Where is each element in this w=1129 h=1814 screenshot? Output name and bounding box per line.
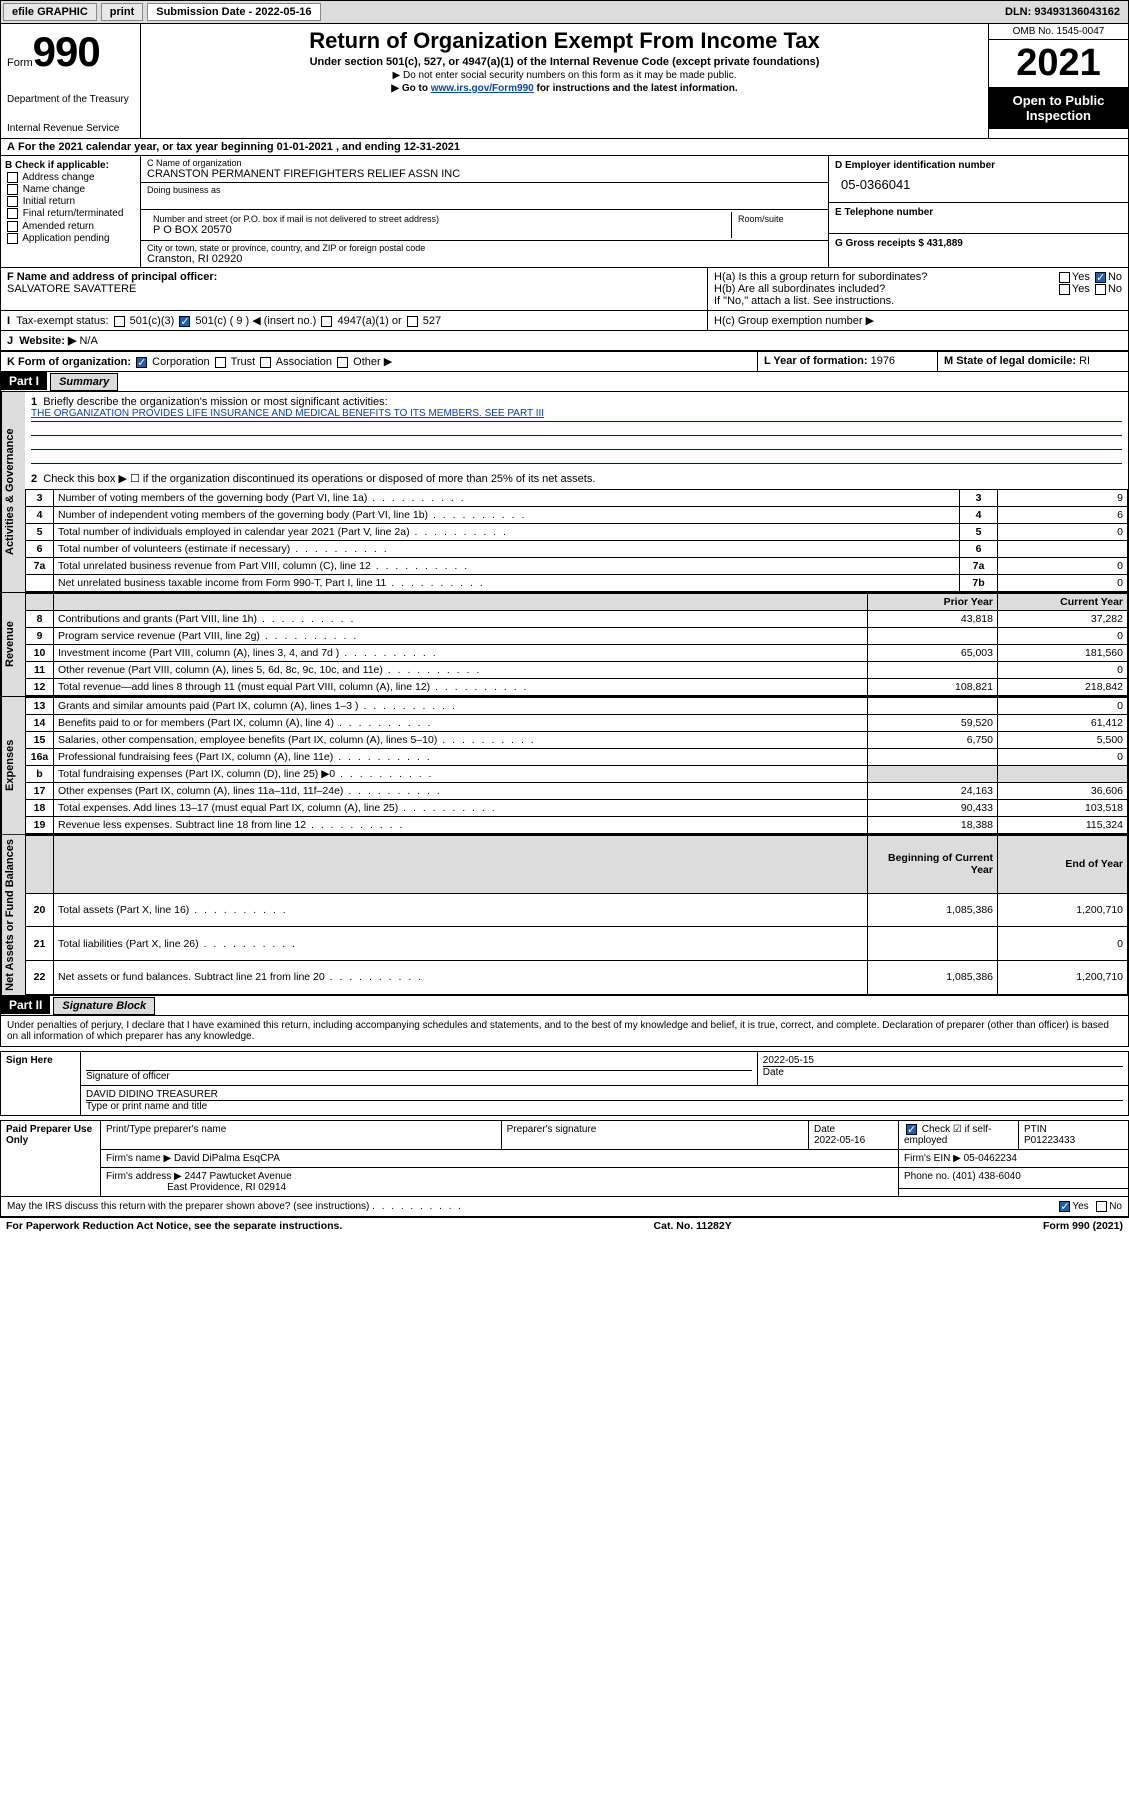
- form-number: Form990: [7, 28, 134, 76]
- website-row: J Website: ▶ N/A: [0, 331, 1129, 352]
- city-state-zip: Cranston, RI 02920: [147, 253, 822, 265]
- hb-subordinates: H(b) Are all subordinates included? Yes …: [714, 283, 1122, 295]
- c-name-label: C Name of organization: [147, 158, 822, 168]
- form-header: Form990 Department of the Treasury Inter…: [0, 24, 1129, 139]
- sign-here-table: Sign Here Signature of officer 2022-05-1…: [0, 1051, 1129, 1116]
- vtab-governance: Activities & Governance: [1, 392, 25, 592]
- hb-note: If "No," attach a list. See instructions…: [714, 295, 1122, 307]
- form-title: Return of Organization Exempt From Incom…: [145, 28, 984, 54]
- tax-status-row: I Tax-exempt status: 501(c)(3) 501(c) ( …: [0, 311, 1129, 331]
- vtab-expenses: Expenses: [1, 697, 25, 834]
- e-phone-label: E Telephone number: [835, 207, 933, 218]
- part1-netassets: Net Assets or Fund Balances Beginning of…: [0, 835, 1129, 996]
- top-toolbar: efile GRAPHIC print Submission Date - 20…: [0, 0, 1129, 24]
- page-footer: For Paperwork Reduction Act Notice, see …: [0, 1217, 1129, 1234]
- q1-label: Briefly describe the organization's miss…: [43, 396, 387, 408]
- street-address: P O BOX 20570: [153, 224, 725, 236]
- netassets-table: Beginning of Current YearEnd of Year20To…: [25, 835, 1128, 995]
- open-public-badge: Open to Public Inspection: [989, 87, 1128, 129]
- dept-treasury: Department of the Treasury: [7, 94, 134, 105]
- irs-label: Internal Revenue Service: [7, 123, 134, 134]
- tax-period: A For the 2021 calendar year, or tax yea…: [0, 139, 1129, 156]
- check-applicable: B Check if applicable: Address change Na…: [1, 156, 141, 267]
- part1-governance: Activities & Governance 1 Briefly descri…: [0, 392, 1129, 593]
- hc-exemption: H(c) Group exemption number ▶: [708, 311, 1128, 330]
- goto-note: ▶ Go to www.irs.gov/Form990 for instruct…: [145, 83, 984, 94]
- mission-text: THE ORGANIZATION PROVIDES LIFE INSURANCE…: [31, 408, 1122, 422]
- perjury-text: Under penalties of perjury, I declare th…: [0, 1016, 1129, 1047]
- paid-preparer-table: Paid Preparer Use Only Print/Type prepar…: [0, 1120, 1129, 1197]
- dln-label: DLN: 93493136043162: [1005, 6, 1126, 18]
- efile-label: efile GRAPHIC: [3, 3, 97, 21]
- irs-link[interactable]: www.irs.gov/Form990: [431, 83, 534, 94]
- revenue-table: Prior YearCurrent Year8Contributions and…: [25, 593, 1128, 696]
- sign-here-label: Sign Here: [1, 1051, 81, 1115]
- g-receipts-label: G Gross receipts $ 431,889: [835, 238, 963, 249]
- vtab-netassets: Net Assets or Fund Balances: [1, 835, 25, 995]
- ssn-note: ▶ Do not enter social security numbers o…: [145, 70, 984, 81]
- org-info-block: B Check if applicable: Address change Na…: [0, 156, 1129, 268]
- tax-year: 2021: [989, 40, 1128, 87]
- submission-date: Submission Date - 2022-05-16: [147, 3, 320, 21]
- q2-label: Check this box ▶ ☐ if the organization d…: [43, 473, 595, 485]
- klm-row: K Form of organization: Corporation Trus…: [0, 352, 1129, 372]
- part1-header-row: Part I Summary: [0, 372, 1129, 392]
- officer-typed-name: DAVID DIDINO TREASURER: [86, 1089, 1123, 1100]
- paid-preparer-label: Paid Preparer Use Only: [1, 1120, 101, 1196]
- officer-group-row: F Name and address of principal officer:…: [0, 268, 1129, 311]
- print-button[interactable]: print: [101, 3, 143, 21]
- addr-label: Number and street (or P.O. box if mail i…: [153, 214, 725, 224]
- part1-expenses: Expenses 13Grants and similar amounts pa…: [0, 697, 1129, 835]
- omb-number: OMB No. 1545-0047: [989, 24, 1128, 40]
- expenses-table: 13Grants and similar amounts paid (Part …: [25, 697, 1128, 834]
- officer-name: SALVATORE SAVATTERE: [7, 283, 136, 295]
- room-label: Room/suite: [738, 214, 816, 224]
- city-label: City or town, state or province, country…: [147, 243, 822, 253]
- part2-header-row: Part II Signature Block: [0, 996, 1129, 1016]
- discuss-row: May the IRS discuss this return with the…: [0, 1197, 1129, 1217]
- dba-label: Doing business as: [147, 185, 822, 195]
- ein-value: 05-0366041: [835, 171, 1122, 198]
- governance-table: 3Number of voting members of the governi…: [25, 489, 1128, 592]
- ha-group-return: H(a) Is this a group return for subordin…: [714, 271, 1122, 283]
- form-subtitle: Under section 501(c), 527, or 4947(a)(1)…: [145, 56, 984, 68]
- f-officer-label: F Name and address of principal officer:: [7, 271, 217, 283]
- part1-revenue: Revenue Prior YearCurrent Year8Contribut…: [0, 593, 1129, 697]
- d-ein-label: D Employer identification number: [835, 160, 995, 171]
- org-name: CRANSTON PERMANENT FIREFIGHTERS RELIEF A…: [147, 168, 822, 180]
- vtab-revenue: Revenue: [1, 593, 25, 696]
